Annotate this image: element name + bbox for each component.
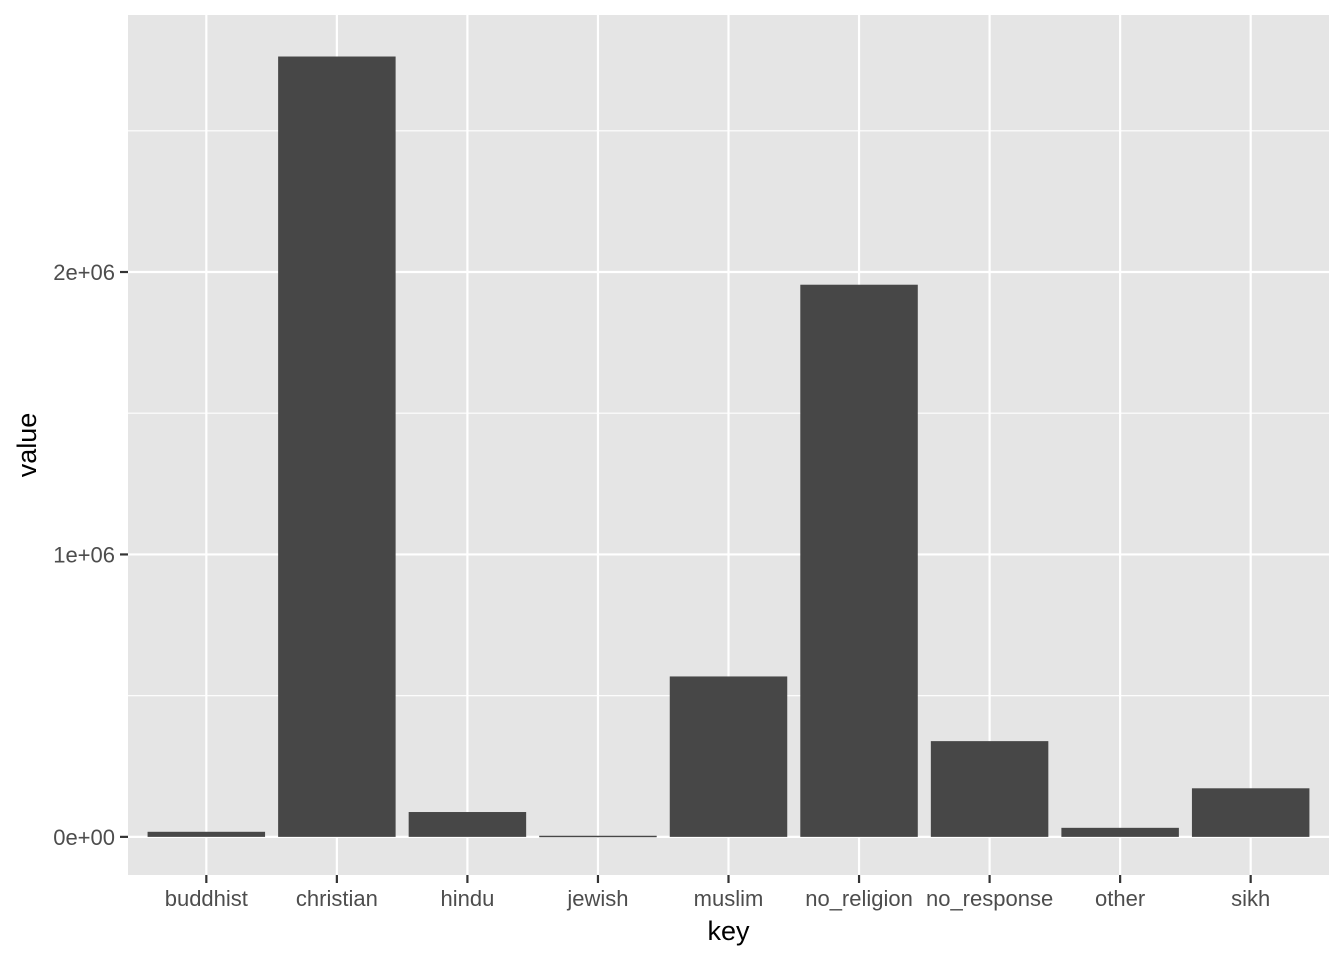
x-axis-title: key [707,916,750,946]
bars [147,56,1310,838]
bar-jewish [539,835,657,838]
bar-other [1061,827,1179,837]
x-tick-label: muslim [694,886,764,911]
bar-muslim [669,676,788,837]
x-tick-label: no_response [926,886,1053,911]
bar-sikh [1191,788,1310,837]
bar-buddhist [147,831,266,837]
x-tick-label: buddhist [165,886,248,911]
y-axis-title: value [12,413,42,478]
bar-christian [278,56,396,837]
y-tick-label: 1e+06 [53,542,115,567]
x-tick-label: other [1095,886,1145,911]
x-tick-label: no_religion [805,886,913,911]
y-axis: 0e+00 1e+06 2e+06 [53,260,128,850]
x-tick-label: christian [296,886,378,911]
x-tick-label: jewish [566,886,628,911]
x-tick-label: hindu [440,886,494,911]
bar-no_religion [800,284,918,837]
y-tick-label: 2e+06 [53,260,115,285]
x-tick-label: sikh [1231,886,1270,911]
x-axis: buddhist christian hindu jewish muslim no_rel… [165,875,1270,911]
y-tick-label: 0e+00 [53,825,115,850]
bar-no_response [930,741,1049,837]
bar-hindu [408,812,527,837]
